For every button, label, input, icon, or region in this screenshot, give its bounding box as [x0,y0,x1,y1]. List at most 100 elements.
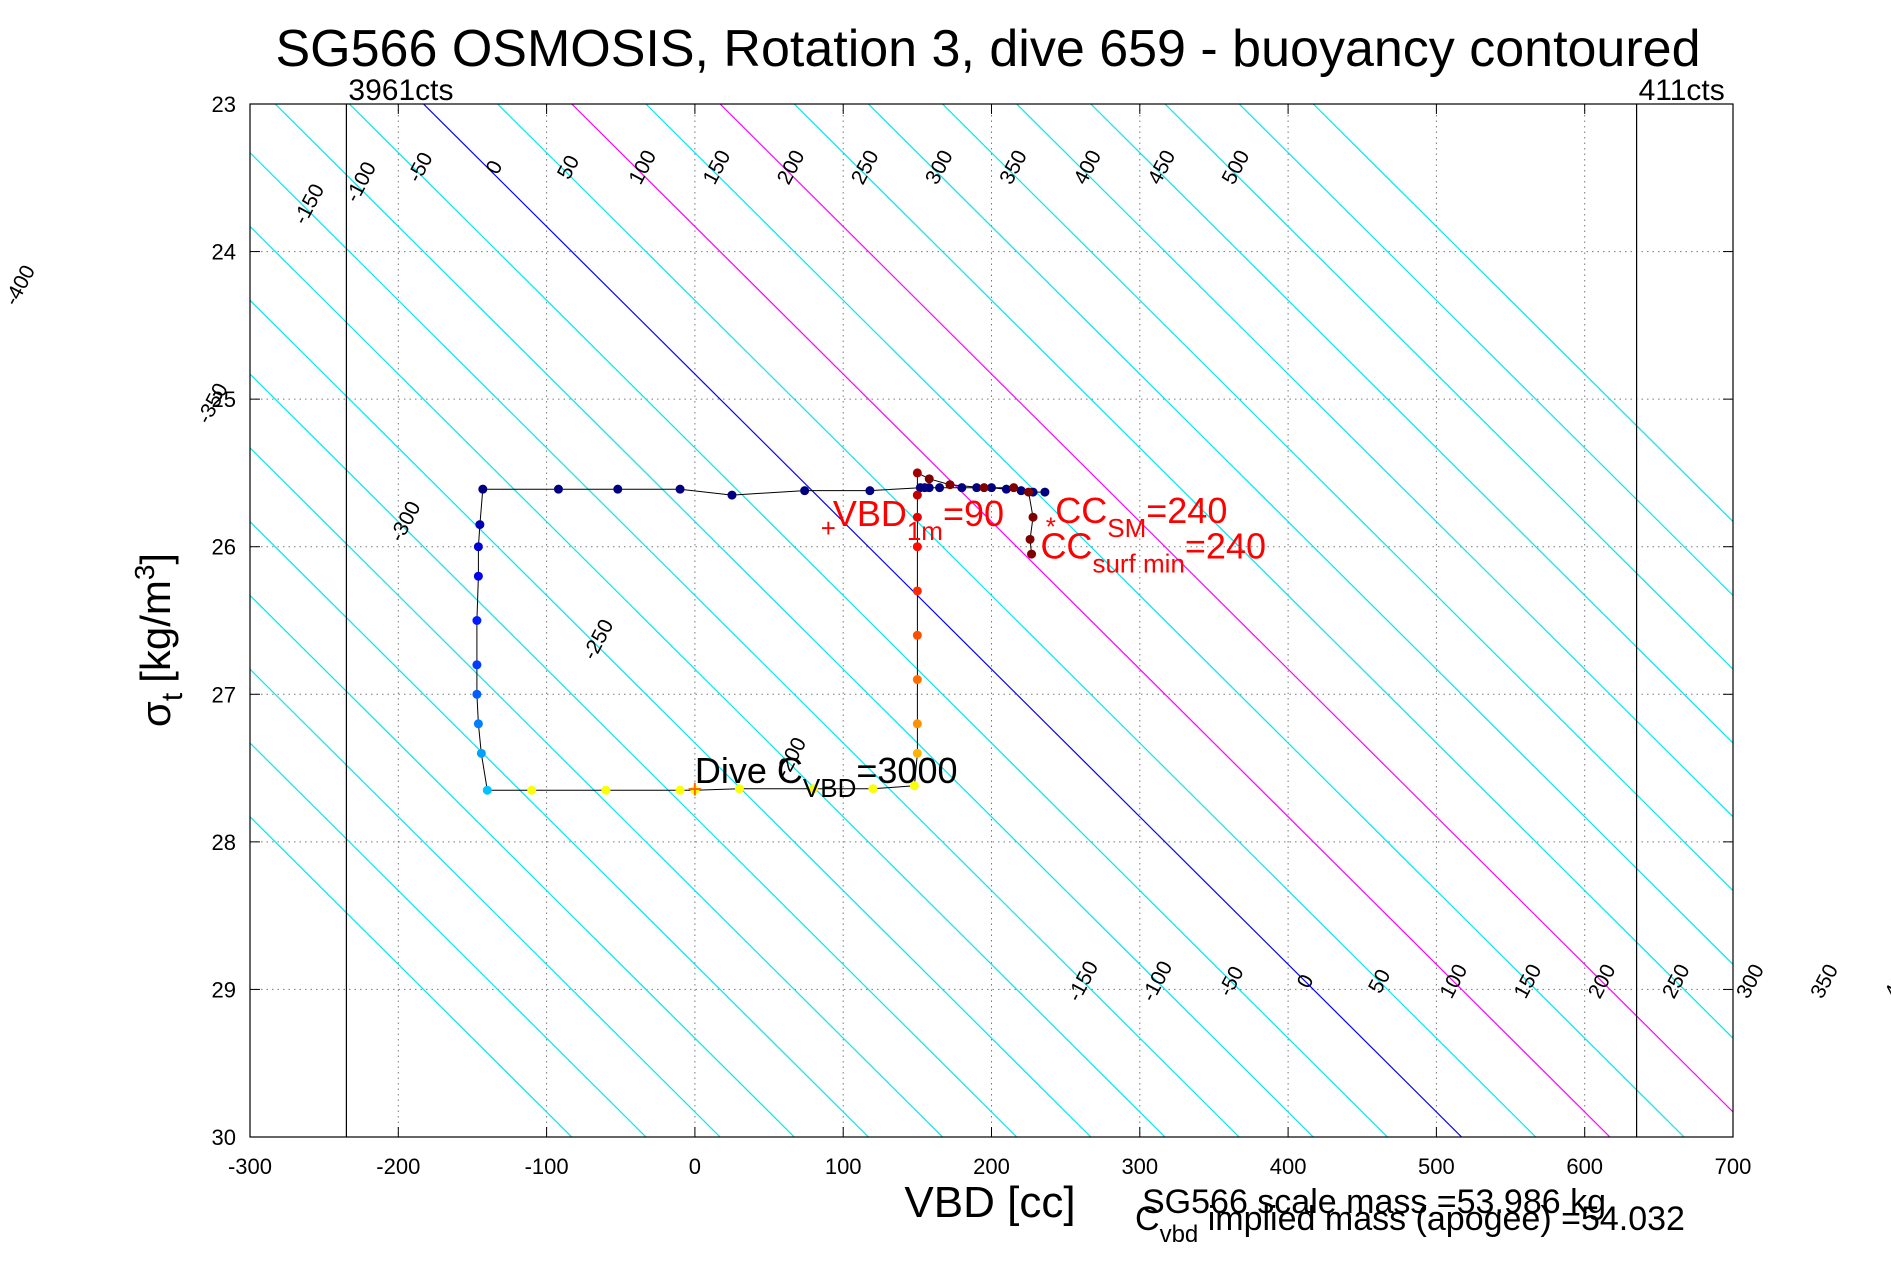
trajectory-point [1001,484,1011,494]
implied-mass-note: Cvbd implied mass (apogee) =54.032 [1135,1200,1685,1248]
x-tick-label: 600 [1566,1154,1603,1179]
x-axis-label: VBD [cc] [904,1178,1075,1227]
marker-symbol: + [687,774,702,804]
trajectory-point [473,571,483,581]
trajectory-point [912,468,922,478]
x-tick-label: -100 [525,1154,569,1179]
x-tick-label: -200 [376,1154,420,1179]
buoyancy-contour-line [250,225,1166,1137]
trajectory-point [912,630,922,640]
y-tick-label: 30 [212,1125,236,1150]
trajectory-point [1040,487,1050,497]
buoyancy-contour-line [250,373,1018,1137]
annotation-label: VBD1m=90 [833,493,1004,546]
buoyancy-contour-line [571,104,1611,1137]
trajectory-point [472,660,482,670]
contour-label-top: -400 [0,261,40,309]
buoyancy-contour-line [645,104,1685,1137]
x-tick-label: 700 [1715,1154,1752,1179]
x-tick-label: 200 [973,1154,1010,1179]
buoyancy-contour-line [719,104,1733,1113]
trajectory-point [912,675,922,685]
trajectory-point [476,748,486,758]
marker-symbol: + [821,513,836,543]
y-tick-label: 28 [212,830,236,855]
counts-label: 411cts [1639,74,1725,107]
buoyancy-contour-line [250,446,943,1137]
trajectory-point [809,784,819,794]
trajectory-point [945,480,955,490]
buoyancy-contour-line [1090,104,1733,744]
trajectory-point [957,483,967,493]
trajectory-point [472,689,482,699]
dive-trajectory [472,468,1050,795]
buoyancy-contour-line [1312,104,1733,523]
buoyancy-contour-line [793,104,1733,1039]
trajectory-point [553,484,563,494]
trajectory-point [472,616,482,625]
trajectory-point [675,785,685,795]
buoyancy-contours [250,104,1733,1137]
buoyancy-contour-line [348,104,1388,1137]
trajectory-point [1024,487,1034,497]
trajectory-point [473,542,483,552]
trajectory-point [527,785,537,795]
x-tick-label: 100 [825,1154,862,1179]
trajectory-point [475,520,485,530]
trajectory-point [924,474,934,484]
annotation-label: CCsurf min=240 [1040,526,1266,579]
y-tick-label: 26 [212,535,236,560]
trajectory-point [915,483,925,493]
trajectory-point [473,719,483,729]
trajectory-point [478,484,488,494]
contour-label-bottom: 350 [1806,961,1843,1003]
trajectory-point [912,512,922,522]
contour-label-bottom: 400 [1880,961,1891,1003]
trajectory-point [800,486,810,496]
annotation-label: Dive CVBD=3000 [695,750,958,803]
trajectory-point [865,486,875,496]
trajectory-point [909,781,919,791]
buoyancy-contour-line [250,151,1240,1137]
trajectory-point [979,483,989,493]
trajectory-point [987,483,996,493]
trajectory-point [912,586,922,596]
buoyancy-contour-line [942,104,1733,892]
x-tick-label: 500 [1418,1154,1455,1179]
trajectory-point [1025,534,1035,544]
axis-ticks: -300 -200 -100 0 100 200 300 400 500 600 700 23 24 25… [212,92,1752,1179]
buoyancy-contour-line [423,104,1463,1137]
trajectory-point [912,719,922,729]
scale-mass-note: SG566 scale mass =53.986 kg [1142,1183,1606,1221]
trajectory-point [690,785,700,795]
trajectory-point [734,784,744,794]
x-tick-label: 400 [1270,1154,1307,1179]
trajectory-point [972,483,982,493]
trajectory-point [601,785,611,795]
chart-title: SG566 OSMOSIS, Rotation 3, dive 659 - bu… [275,20,1700,78]
trajectory-point [868,784,878,794]
trajectory-point [1016,486,1026,496]
trajectory-point [912,490,922,500]
x-tick-label: 0 [689,1154,701,1179]
buoyancy-contour-line [497,104,1537,1137]
buoyancy-contour-line [1164,104,1733,671]
y-axis-label: σt[kg/m3] [129,553,189,727]
trajectory-point [935,483,945,493]
x-tick-label: -300 [228,1154,272,1179]
buoyancy-contour-line [250,299,1092,1137]
trajectory-point [727,490,737,500]
buoyancy-contour-line [250,815,573,1137]
counts-label: 3961cts [348,74,453,107]
trajectory-point [1009,483,1019,493]
buoyancy-contour-line [867,104,1733,966]
markers: + * + [687,512,1056,805]
buoyancy-contour-line [250,594,795,1137]
y-tick-label: 29 [212,977,236,1002]
trajectory-point [613,484,623,494]
buoyancy-contour-line [274,104,1314,1137]
buoyancy-contour-line [250,742,647,1137]
trajectory-point [912,542,922,552]
